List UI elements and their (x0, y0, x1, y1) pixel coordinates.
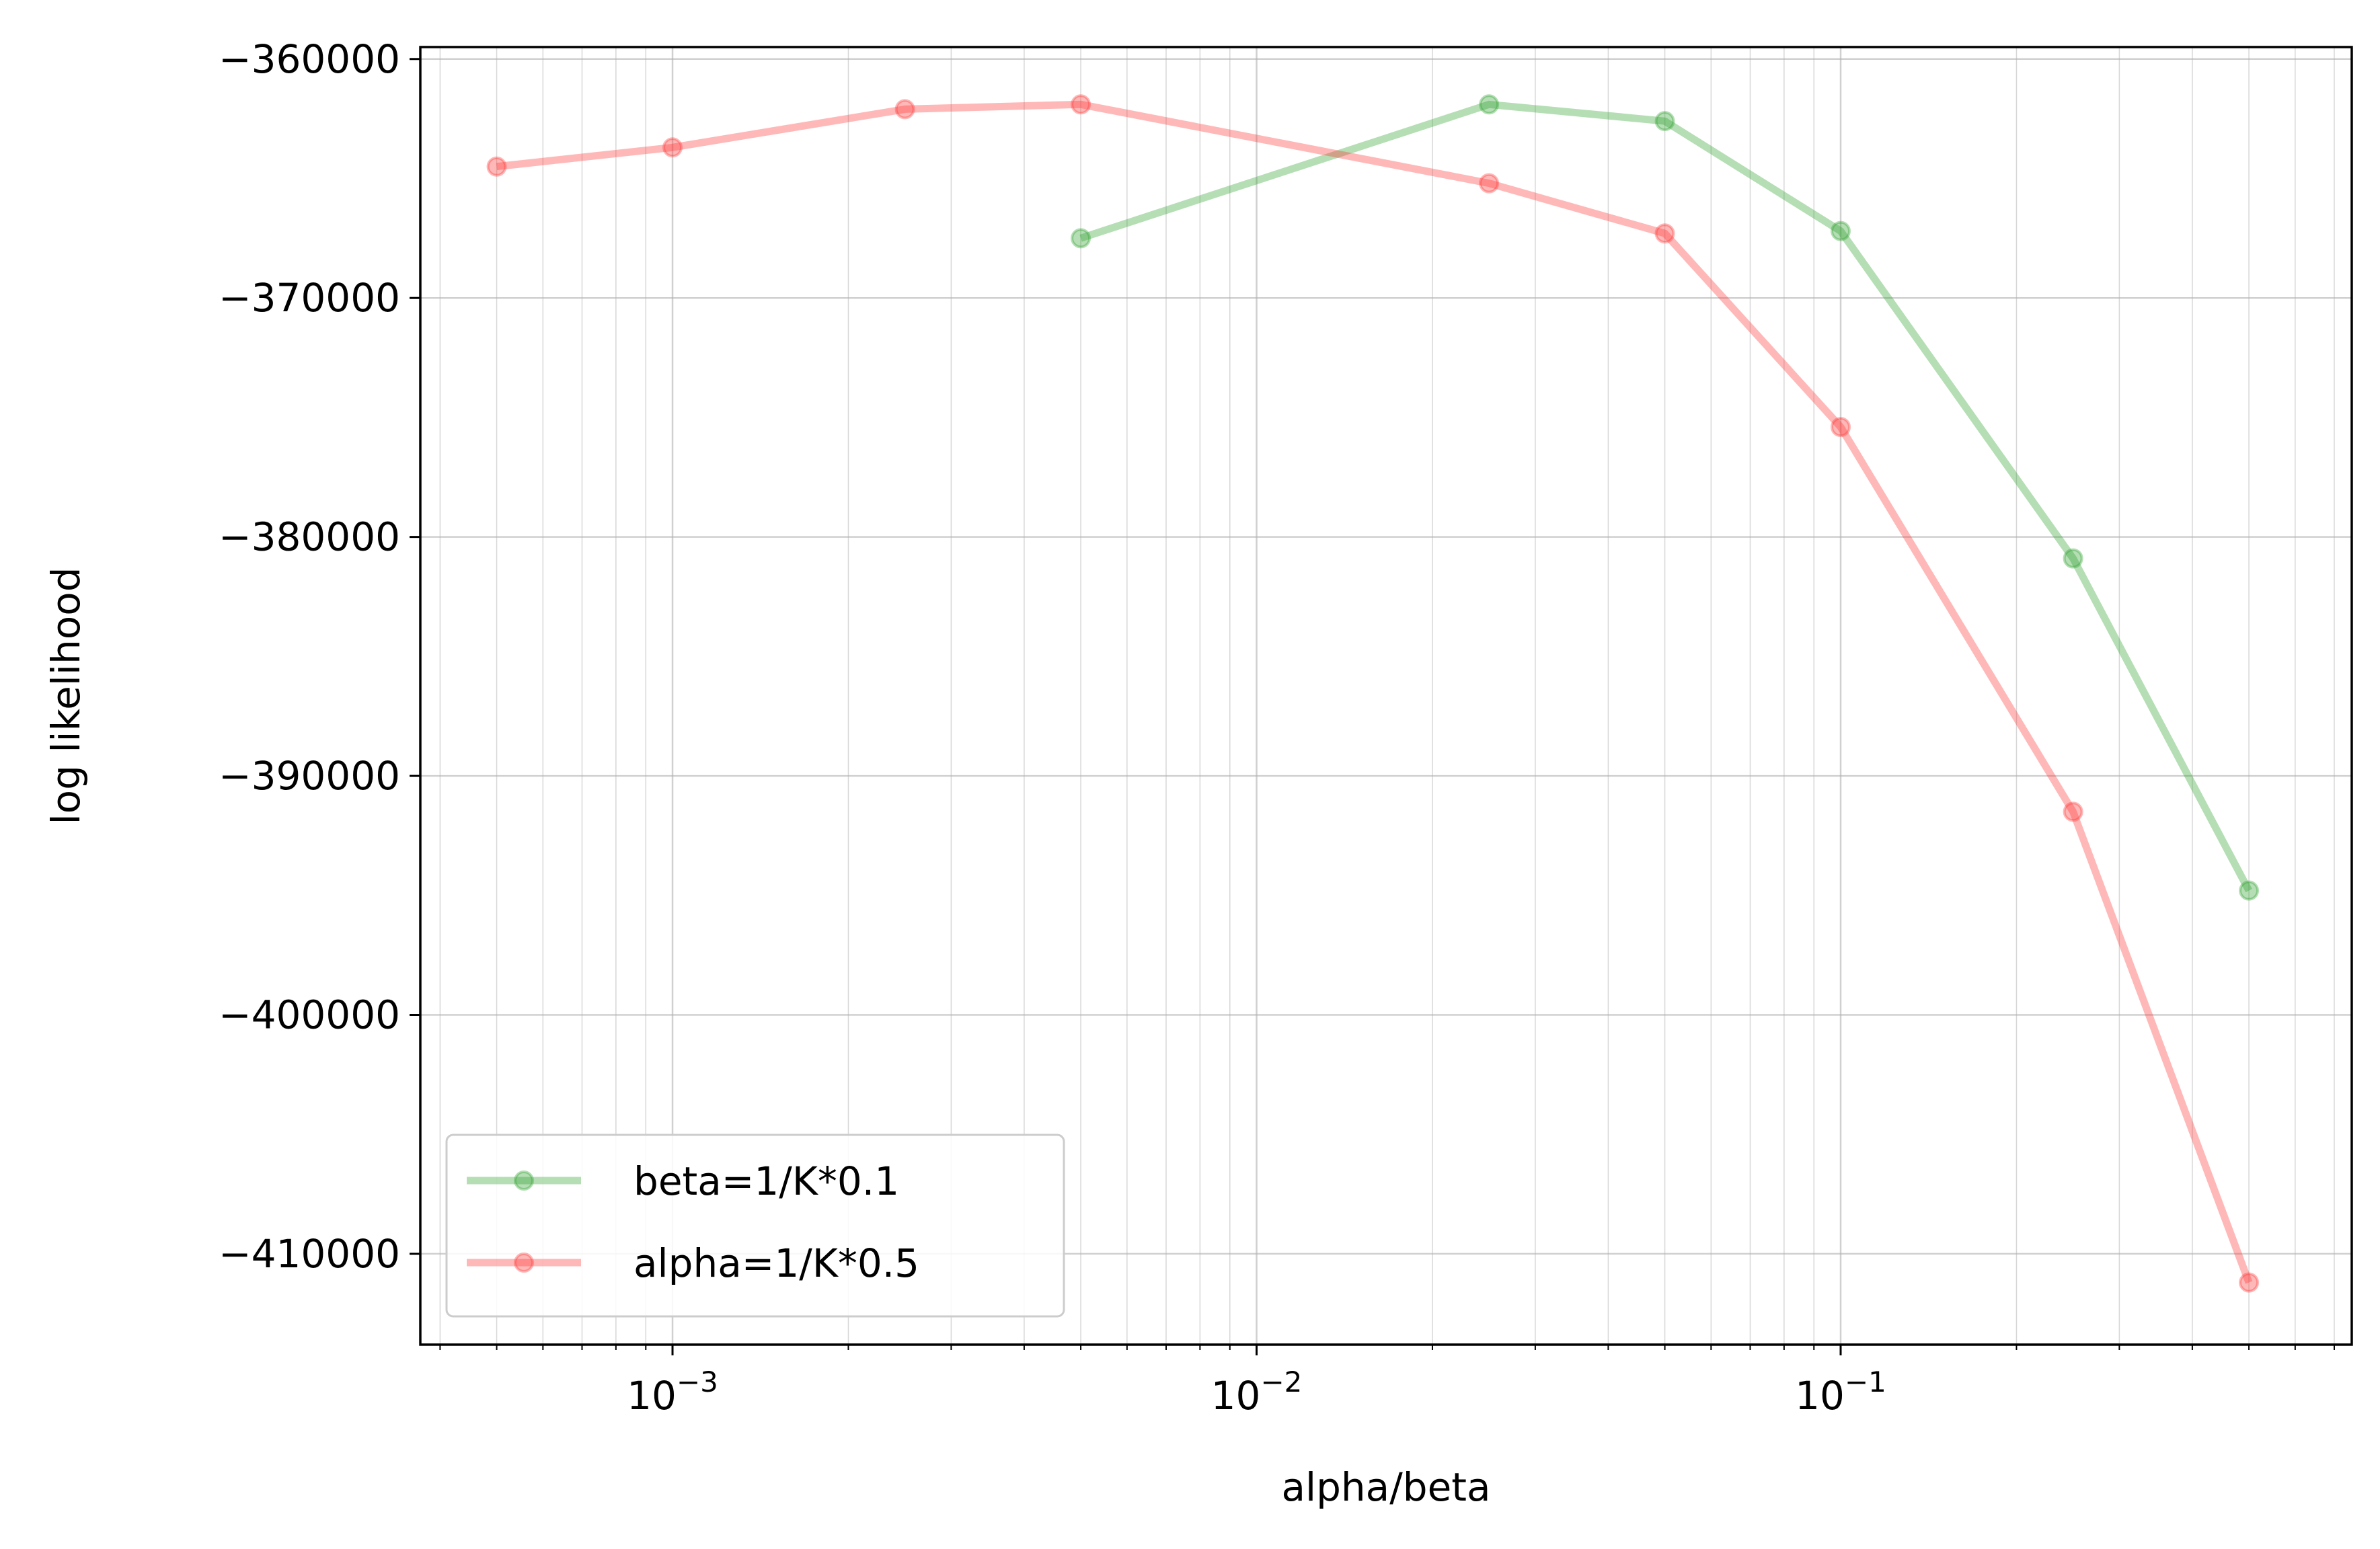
data-point (662, 137, 683, 158)
x-axis: 10−3 10−2 10−1 (439, 1345, 2335, 1419)
y-tick-label: −380000 (219, 514, 400, 560)
data-point (2239, 1272, 2260, 1293)
y-tick-label: −410000 (219, 1231, 400, 1277)
data-point (2239, 880, 2260, 901)
legend: beta=1/K*0.1 alpha=1/K*0.5 (445, 1134, 1065, 1318)
legend-label: alpha=1/K*0.5 (634, 1240, 919, 1286)
y-axis: −360000 −370000 −380000 −390000 −400000 −4100… (219, 36, 420, 1277)
data-point (1654, 111, 1675, 132)
data-point (1071, 228, 1091, 249)
data-point (1831, 417, 1851, 438)
data-point (1831, 221, 1851, 241)
y-axis-label: log likelihood (43, 567, 89, 824)
legend-label: beta=1/K*0.1 (634, 1158, 899, 1204)
data-point (1071, 94, 1091, 115)
series-layer (486, 94, 2260, 1293)
x-tick-label: 10−1 (1795, 1365, 1886, 1419)
y-tick-label: −360000 (219, 36, 400, 82)
minor-grid (439, 47, 2335, 1345)
data-point (486, 156, 507, 177)
series-line-1 (496, 100, 2253, 1284)
y-tick-label: −390000 (219, 753, 400, 799)
x-tick-label: 10−2 (1211, 1365, 1303, 1419)
data-point (1479, 94, 1500, 115)
plot-frame (419, 46, 2353, 1346)
legend-swatch-marker (514, 1253, 534, 1273)
data-point (1654, 223, 1675, 244)
y-tick-label: −370000 (219, 275, 400, 321)
data-point (2063, 548, 2083, 569)
legend-box (445, 1134, 1065, 1318)
series-line-0 (1079, 100, 2252, 893)
legend-swatch-marker (514, 1170, 534, 1191)
data-point (894, 99, 915, 120)
x-axis-label: alpha/beta (1281, 1464, 1490, 1510)
y-tick-label: −400000 (219, 992, 400, 1038)
data-point (2063, 801, 2083, 822)
data-point (1479, 173, 1500, 194)
